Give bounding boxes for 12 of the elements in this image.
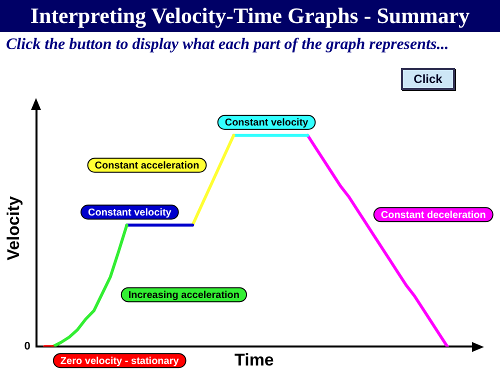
series-label: Zero velocity - stationary [60, 356, 180, 367]
text: Increasing acceleration [128, 290, 240, 301]
chart-subtitle: Click the button to display what each part of the graph represents... [6, 36, 449, 54]
series-label: Constant acceleration [94, 160, 200, 172]
series-label: Constant velocity [224, 118, 309, 129]
series-label: Constant deceleration [380, 210, 486, 221]
x-axis-title: Time [234, 350, 274, 370]
text: 0 [24, 340, 30, 353]
y-axis-title: Velocity [4, 196, 23, 260]
chart-title: Interpreting Velocity-Time Graphs - Summary [0, 0, 500, 32]
click-button: Click [401, 68, 455, 90]
series-label: Constant velocity [88, 207, 172, 218]
